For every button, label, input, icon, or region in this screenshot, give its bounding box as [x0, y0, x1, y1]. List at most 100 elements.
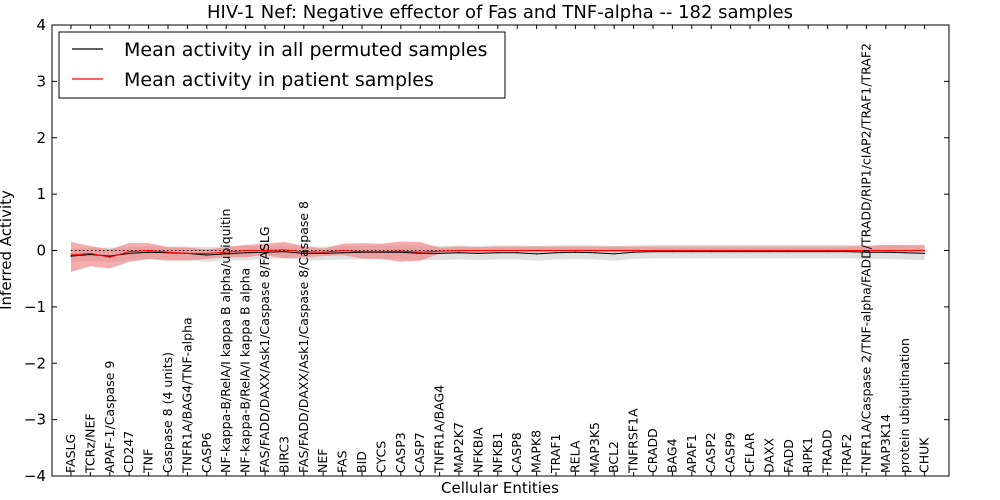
category-label: MAP3K14	[878, 414, 893, 473]
series-lines	[70, 249, 926, 258]
category-label: NF-kappa-B/RelA/I kappa B alpha/ubiquiti…	[218, 209, 233, 473]
data-point	[846, 251, 848, 253]
category-label: FASLG	[63, 434, 78, 473]
data-point	[89, 253, 91, 256]
data-point	[749, 251, 751, 253]
y-tick-label: −3	[24, 411, 46, 429]
y-axis-label: Inferred Activity	[0, 190, 15, 310]
category-label: CASP9	[723, 432, 738, 473]
data-point	[594, 249, 596, 252]
category-labels: FASLG TCRz/NEF APAF-1/Caspase 9 CD247 TNF Cas…	[63, 43, 932, 474]
category-label: BAG4	[664, 438, 679, 473]
category-label: TCRz/NEF	[82, 413, 97, 474]
category-label: TRAF1	[548, 433, 563, 474]
data-point	[70, 254, 72, 256]
category-label: Caspase 8 (4 units)	[160, 352, 175, 473]
data-point	[225, 251, 227, 253]
data-point	[904, 252, 906, 254]
data-point	[380, 251, 382, 253]
data-point	[458, 252, 460, 254]
data-point	[148, 251, 150, 253]
y-tick-label: 3	[36, 72, 46, 90]
data-point	[342, 249, 344, 252]
data-point	[536, 253, 538, 255]
y-tick-label: −4	[24, 467, 46, 485]
data-point	[710, 249, 712, 252]
data-point	[924, 249, 926, 252]
data-point	[768, 249, 771, 252]
category-label: APAF-1/Caspase 9	[102, 361, 117, 473]
category-label: NEF	[315, 449, 330, 473]
category-label: CHUK	[917, 437, 932, 473]
data-point	[807, 249, 809, 252]
category-label: FAS/FADD/DAXX/Ask1/Caspase 8/Caspase 8	[296, 201, 311, 473]
category-label: APAF1	[684, 434, 699, 473]
data-point	[439, 250, 441, 252]
data-point	[671, 251, 674, 253]
data-point	[322, 251, 324, 253]
data-point	[671, 249, 674, 252]
data-point	[497, 249, 499, 252]
category-label: CD247	[121, 431, 136, 473]
data-point	[206, 252, 208, 254]
category-label: CASP6	[199, 432, 214, 473]
data-point	[322, 252, 324, 254]
data-point	[264, 249, 266, 252]
data-point	[827, 249, 829, 252]
category-label: TNFR1A/Caspase 2/TNF-alpha/FADD/TRADD/RI…	[858, 43, 873, 474]
data-point	[128, 252, 130, 254]
data-point	[458, 249, 460, 252]
x-axis	[70, 25, 926, 476]
category-label: MAP2K7	[451, 422, 466, 473]
category-label: BCL2	[606, 441, 621, 473]
data-point	[846, 249, 848, 252]
data-point	[904, 249, 906, 252]
data-point	[555, 249, 557, 252]
data-point	[303, 251, 305, 253]
chart-title: HIV-1 Nef: Negative effector of Fas and …	[207, 2, 793, 23]
data-point	[400, 251, 402, 253]
category-label: NF-kappa-B/RelA/I kappa B alpha	[238, 268, 253, 473]
category-label: RELA	[567, 440, 582, 473]
data-point	[613, 249, 615, 252]
category-label: CRADD	[645, 428, 660, 473]
y-tick-label: 2	[36, 129, 46, 147]
data-point	[652, 249, 654, 252]
data-point	[574, 251, 577, 253]
category-label: FADD	[781, 439, 796, 473]
data-point	[574, 249, 577, 252]
data-point	[730, 251, 732, 253]
data-point	[827, 251, 829, 253]
data-point	[768, 251, 771, 253]
data-point	[400, 250, 402, 252]
category-label: CASP8	[509, 432, 524, 473]
category-label: FAS/FADD/DAXX/Ask1/Caspase 8/FASLG	[257, 226, 272, 473]
data-point	[691, 249, 693, 252]
category-label: TNF	[141, 449, 156, 474]
category-label: NFKB1	[490, 432, 505, 473]
data-point	[497, 252, 499, 254]
category-label: DAXX	[761, 437, 776, 473]
category-label: RIPK1	[800, 437, 815, 473]
data-point	[225, 253, 227, 255]
data-point	[885, 249, 887, 252]
y-tick-label: −2	[24, 354, 46, 372]
category-label: CASP7	[412, 432, 427, 473]
data-point	[788, 251, 790, 253]
data-point	[70, 255, 72, 257]
band-series-1	[71, 241, 925, 272]
data-point	[342, 252, 344, 254]
data-point	[303, 252, 305, 254]
y-tick-label: 0	[36, 242, 46, 260]
data-point	[730, 249, 732, 252]
data-point	[283, 249, 285, 251]
category-label: TNFRSF1A	[626, 408, 641, 474]
data-point	[555, 252, 557, 254]
data-point	[477, 252, 479, 254]
data-point	[264, 251, 266, 253]
data-point	[186, 252, 188, 254]
legend: Mean activity in all permuted samples Me…	[58, 31, 506, 99]
data-point	[148, 249, 150, 252]
category-label: MAP3K5	[587, 422, 602, 473]
data-point	[167, 251, 169, 253]
